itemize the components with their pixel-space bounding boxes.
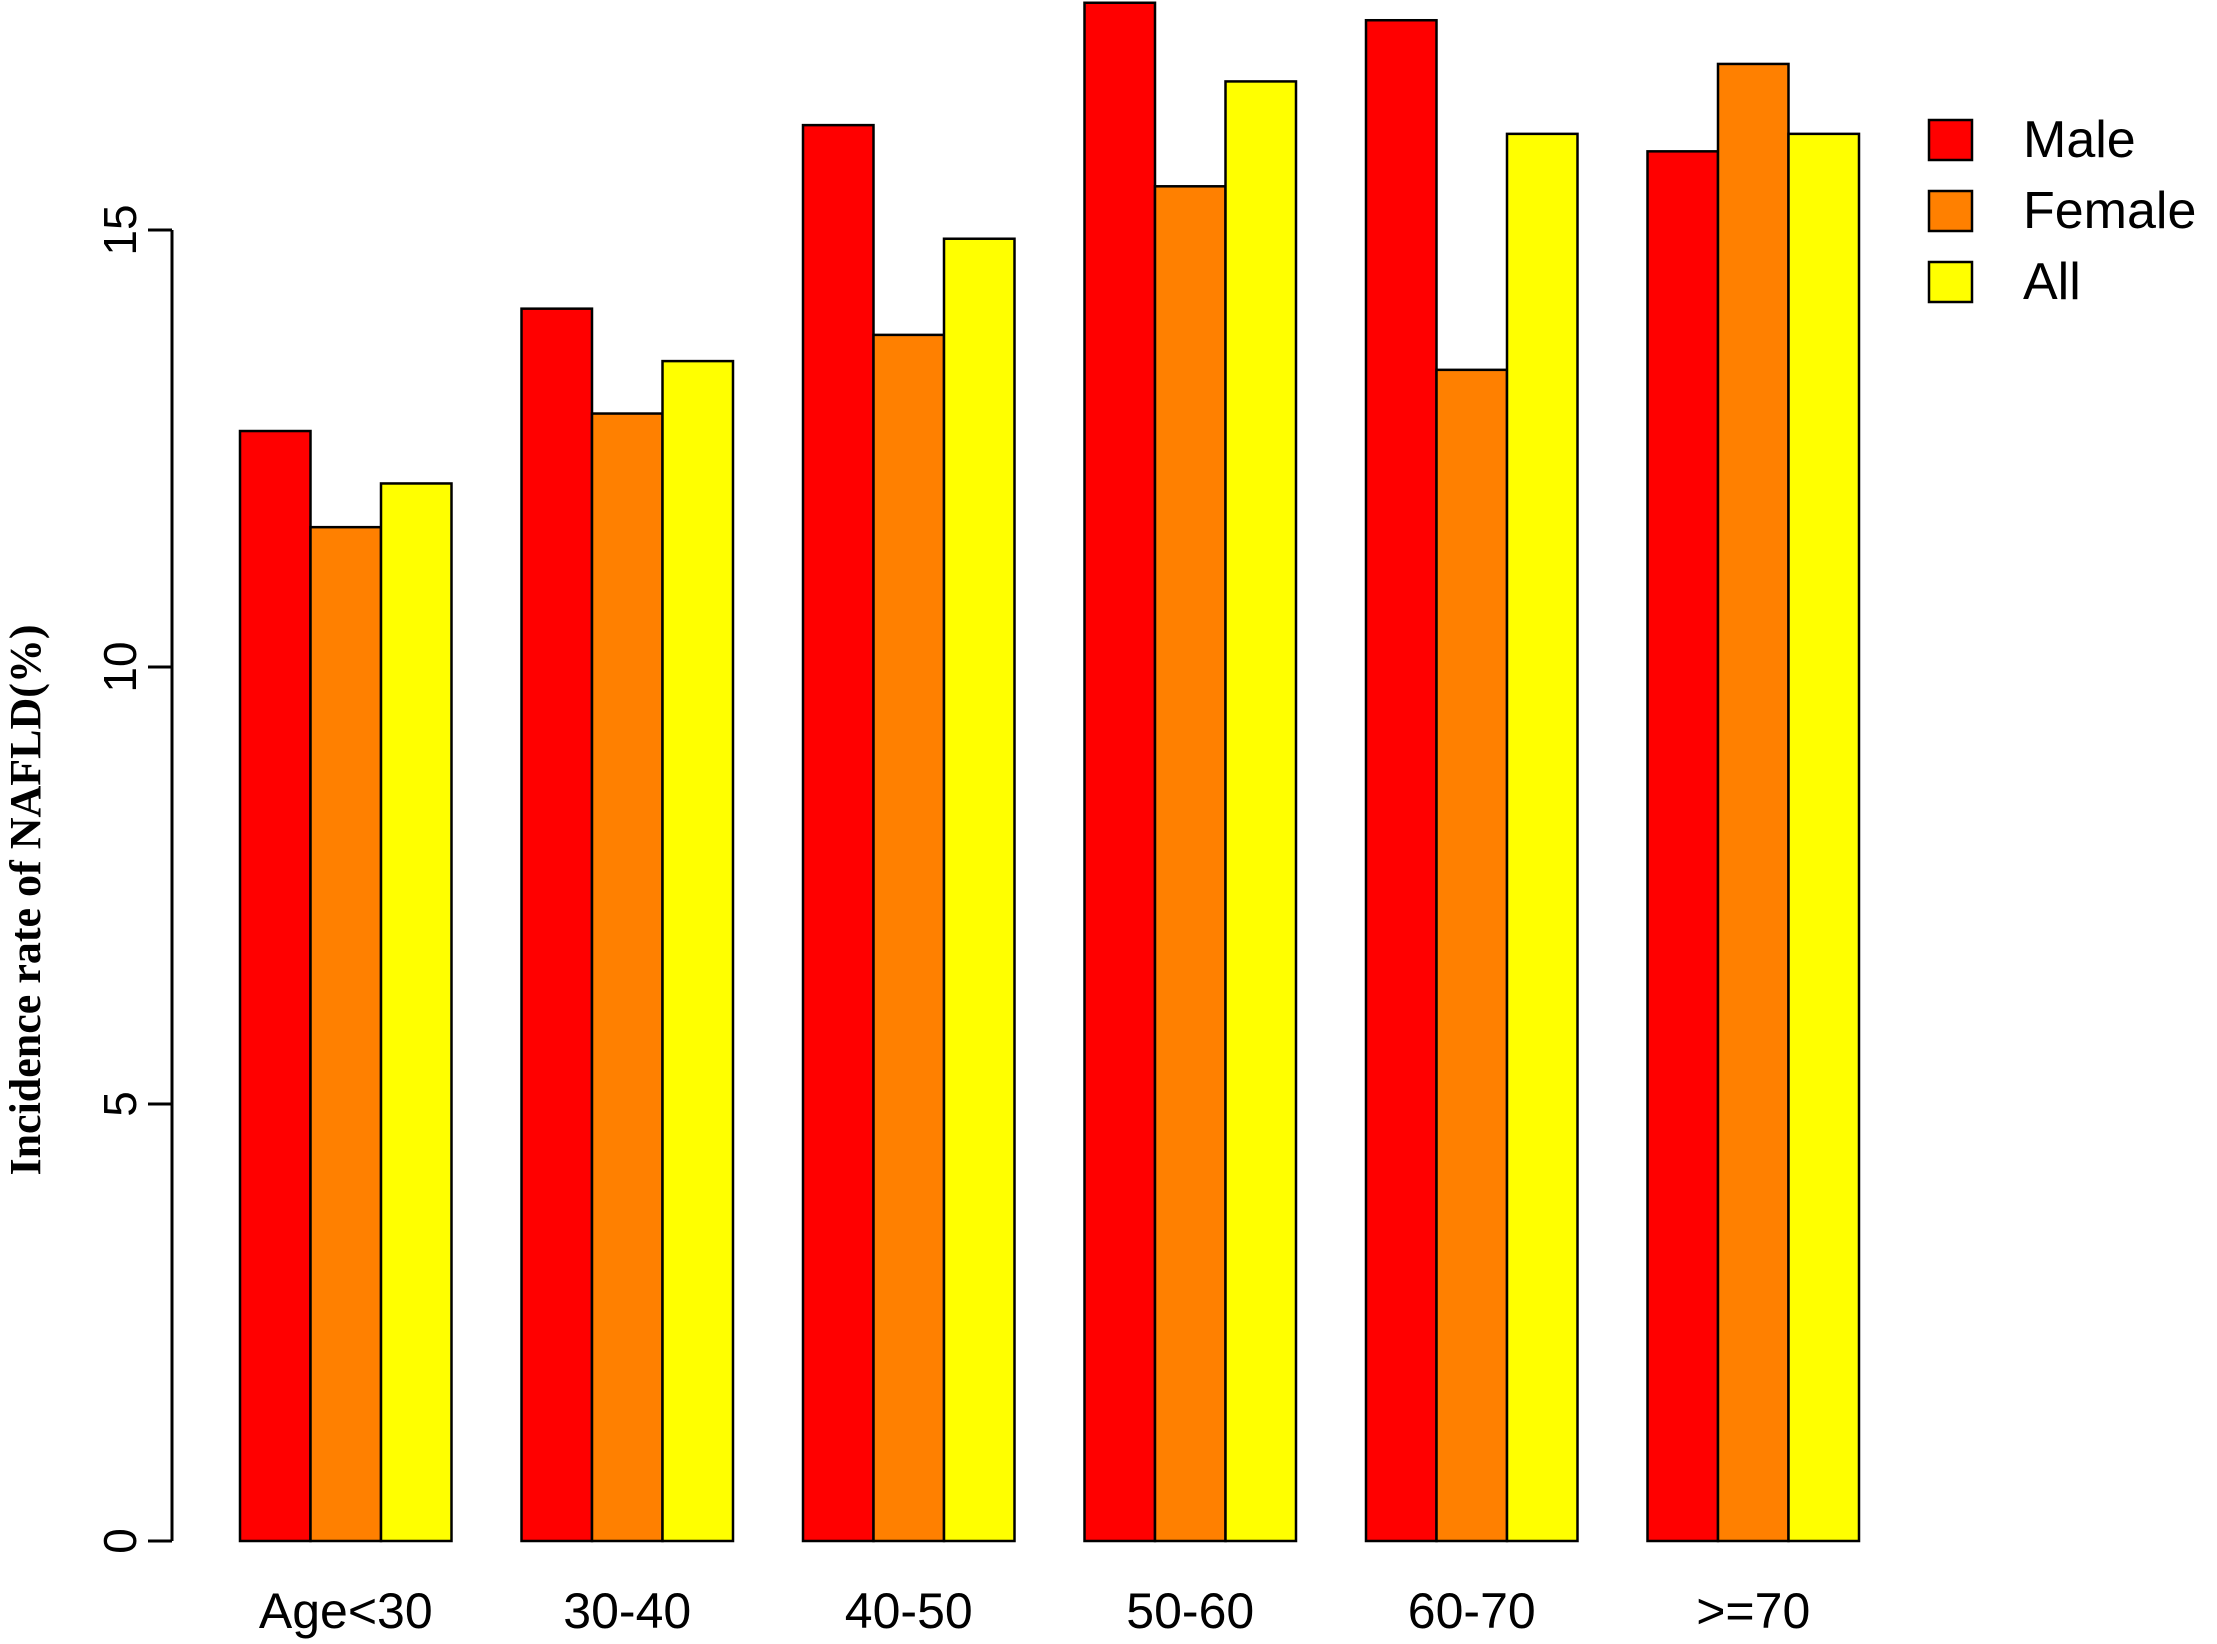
x-tick-label: 30-40 <box>563 1583 691 1639</box>
y-axis-label: Incidence rate of NAFLD(%) <box>1 624 50 1175</box>
bar-female-4 <box>1435 368 1509 1543</box>
y-tick-label: 0 <box>94 1528 146 1554</box>
y-tick-label: 5 <box>94 1091 146 1117</box>
y-tick-label: 15 <box>94 204 146 255</box>
legend-label-male: Male <box>2023 111 2136 169</box>
bars <box>238 1 1861 1543</box>
y-axis: 0 5 10 15 <box>94 204 174 1554</box>
bar-all-3 <box>1224 80 1298 1543</box>
x-tick-label: 50-60 <box>1126 1583 1254 1639</box>
x-tick-label: 40-50 <box>845 1583 973 1639</box>
legend-swatch-female <box>1927 189 1974 233</box>
legend-swatch-male <box>1927 118 1974 162</box>
bar-female-2 <box>872 333 946 1543</box>
bar-male-4 <box>1364 18 1438 1543</box>
legend: Male Female All <box>1927 111 2196 311</box>
x-tick-label: >=70 <box>1696 1583 1810 1639</box>
x-axis-labels: Age<30 30-40 40-50 50-60 60-70 >=70 <box>259 1583 1810 1639</box>
legend-label-female: Female <box>2023 182 2196 240</box>
y-tick-label: 10 <box>94 641 146 692</box>
legend-swatch-all <box>1927 260 1974 304</box>
bar-all-1 <box>661 359 735 1543</box>
x-tick-label: 60-70 <box>1408 1583 1536 1639</box>
bar-male-1 <box>520 307 594 1543</box>
bar-female-5 <box>1716 62 1790 1543</box>
x-tick-label: Age<30 <box>259 1583 433 1639</box>
bar-male-3 <box>1083 1 1157 1543</box>
bar-female-3 <box>1153 185 1227 1543</box>
bar-female-0 <box>309 525 383 1543</box>
bar-male-5 <box>1646 150 1720 1543</box>
bar-male-2 <box>801 123 875 1543</box>
bar-all-5 <box>1787 132 1861 1543</box>
bar-all-0 <box>379 482 453 1543</box>
bar-female-1 <box>590 412 664 1543</box>
bar-all-2 <box>942 237 1016 1543</box>
legend-label-all: All <box>2023 253 2081 311</box>
bar-all-4 <box>1505 132 1579 1543</box>
bar-male-0 <box>238 429 312 1543</box>
